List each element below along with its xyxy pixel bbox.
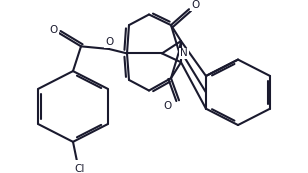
Text: O: O bbox=[163, 101, 171, 111]
Text: O: O bbox=[191, 0, 199, 10]
Text: O: O bbox=[105, 37, 113, 47]
Text: Cl: Cl bbox=[75, 164, 85, 173]
Text: N: N bbox=[180, 48, 188, 58]
Text: O: O bbox=[50, 25, 58, 35]
